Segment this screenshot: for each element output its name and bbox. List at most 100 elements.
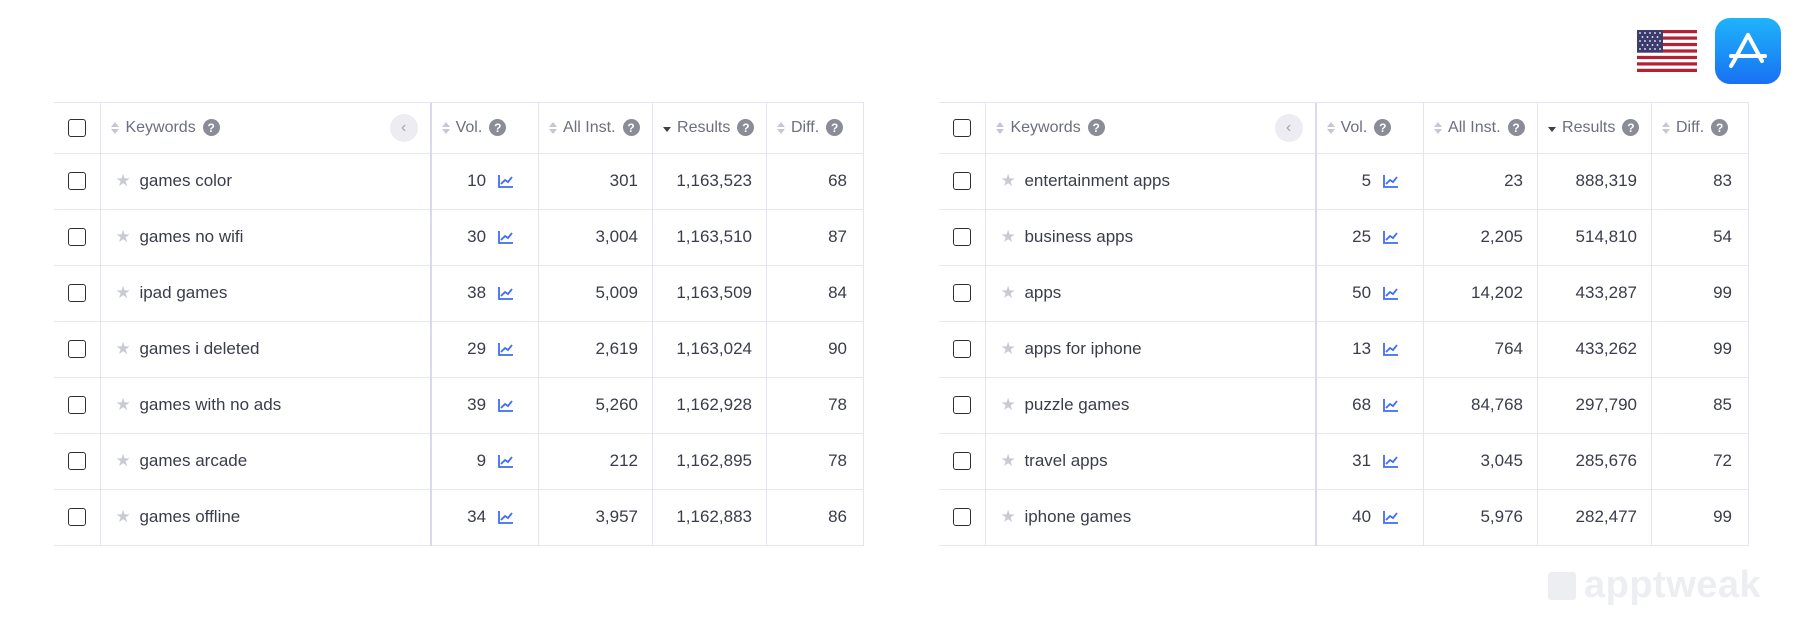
row-checkbox[interactable]	[68, 284, 87, 302]
select-all-checkbox[interactable]	[953, 118, 972, 137]
collapse-icon[interactable]: ‹	[1274, 114, 1303, 142]
results-value: 514,810	[1537, 209, 1652, 266]
star-icon[interactable]: ★	[1000, 395, 1016, 414]
row-checkbox[interactable]	[953, 396, 972, 414]
trend-chart-icon[interactable]	[1383, 398, 1399, 412]
help-icon[interactable]: ?	[737, 119, 755, 137]
apptweak-logo-icon	[1548, 571, 1576, 600]
trend-chart-icon[interactable]	[498, 510, 514, 524]
row-checkbox[interactable]	[68, 172, 87, 190]
row-checkbox[interactable]	[68, 340, 87, 358]
table-row[interactable]: ★ apps 50 14,202 433,287 99	[939, 265, 1749, 322]
row-checkbox[interactable]	[68, 452, 87, 470]
star-icon[interactable]: ★	[1000, 227, 1016, 246]
star-icon[interactable]: ★	[115, 171, 131, 190]
diff-value: 99	[1651, 321, 1749, 378]
diff-value: 83	[1651, 153, 1749, 210]
row-select-cell	[54, 265, 102, 322]
trend-chart-icon[interactable]	[498, 174, 514, 188]
trend-chart-icon[interactable]	[1383, 174, 1399, 188]
results-column-header[interactable]: Results?	[652, 103, 767, 154]
trend-chart-icon[interactable]	[498, 342, 514, 356]
row-checkbox[interactable]	[953, 284, 972, 302]
table-row[interactable]: ★ entertainment apps 5 23 888,319 83	[939, 153, 1749, 210]
table-row[interactable]: ★ games arcade 9 212 1,162,895 78	[54, 433, 864, 490]
help-icon[interactable]: ?	[1507, 119, 1525, 137]
table-row[interactable]: ★ puzzle games 68 84,768 297,790 85	[939, 377, 1749, 434]
star-icon[interactable]: ★	[115, 451, 131, 470]
help-icon[interactable]: ?	[202, 119, 220, 137]
trend-chart-icon[interactable]	[1383, 454, 1399, 468]
vol-column-header[interactable]: Vol.?	[430, 103, 540, 154]
star-icon[interactable]: ★	[115, 507, 131, 526]
trend-chart-icon[interactable]	[1383, 342, 1399, 356]
diff-value: 90	[766, 321, 864, 378]
star-icon[interactable]: ★	[1000, 507, 1016, 526]
trend-chart-icon[interactable]	[498, 454, 514, 468]
results-column-header[interactable]: Results?	[1537, 103, 1652, 154]
table-row[interactable]: ★ ipad games 38 5,009 1,163,509 84	[54, 265, 864, 322]
star-icon[interactable]: ★	[1000, 339, 1016, 358]
help-icon[interactable]: ?	[826, 119, 844, 137]
table-row[interactable]: ★ travel apps 31 3,045 285,676 72	[939, 433, 1749, 490]
row-checkbox[interactable]	[953, 172, 972, 190]
row-checkbox[interactable]	[953, 228, 972, 246]
help-icon[interactable]: ?	[622, 119, 640, 137]
help-icon[interactable]: ?	[489, 119, 507, 137]
all-inst-value: 23	[1423, 153, 1539, 210]
row-checkbox[interactable]	[953, 452, 972, 470]
all-inst-column-header[interactable]: All Inst.?	[538, 103, 654, 154]
row-checkbox[interactable]	[68, 508, 87, 526]
star-icon[interactable]: ★	[115, 227, 131, 246]
row-checkbox[interactable]	[68, 396, 87, 414]
vol-value: 40	[1352, 507, 1372, 526]
trend-chart-icon[interactable]	[1383, 230, 1399, 244]
trend-chart-icon[interactable]	[1383, 286, 1399, 300]
row-checkbox[interactable]	[68, 228, 87, 246]
trend-chart-icon[interactable]	[498, 286, 514, 300]
keyword-text: business apps	[1024, 227, 1134, 246]
keywords-column-header[interactable]: Keywords? ‹	[985, 103, 1317, 154]
keyword-cell: ★ games offline	[100, 489, 432, 546]
help-icon[interactable]: ?	[1087, 119, 1105, 137]
star-icon[interactable]: ★	[115, 339, 131, 358]
table-row[interactable]: ★ iphone games 40 5,976 282,477 99	[939, 489, 1749, 546]
star-icon[interactable]: ★	[1000, 171, 1016, 190]
star-icon[interactable]: ★	[115, 395, 131, 414]
help-icon[interactable]: ?	[1374, 119, 1392, 137]
keywords-column-header[interactable]: Keywords? ‹	[100, 103, 432, 154]
star-icon[interactable]: ★	[1000, 283, 1016, 302]
all-inst-value: 301	[538, 153, 654, 210]
vol-column-header[interactable]: Vol.?	[1315, 103, 1425, 154]
diff-column-header[interactable]: Diff.?	[766, 103, 864, 154]
help-icon[interactable]: ?	[1622, 119, 1640, 137]
keyword-cell: ★ business apps	[985, 209, 1317, 266]
results-value: 433,287	[1537, 265, 1652, 322]
table-row[interactable]: ★ games i deleted 29 2,619 1,163,024 90	[54, 321, 864, 378]
table-row[interactable]: ★ games color 10 301 1,163,523 68	[54, 153, 864, 210]
star-icon[interactable]: ★	[115, 283, 131, 302]
table-row[interactable]: ★ apps for iphone 13 764 433,262 99	[939, 321, 1749, 378]
row-checkbox[interactable]	[953, 508, 972, 526]
diff-value: 78	[766, 433, 864, 490]
diff-header-label: Diff.	[790, 118, 820, 136]
table-row[interactable]: ★ games no wifi 30 3,004 1,163,510 87	[54, 209, 864, 266]
star-icon[interactable]: ★	[1000, 451, 1016, 470]
trend-chart-icon[interactable]	[1383, 510, 1399, 524]
row-checkbox[interactable]	[953, 340, 972, 358]
help-icon[interactable]: ?	[1711, 119, 1729, 137]
collapse-icon[interactable]: ‹	[389, 114, 418, 142]
table-row[interactable]: ★ games with no ads 39 5,260 1,162,928 78	[54, 377, 864, 434]
vol-cell: 29	[430, 321, 540, 378]
table-row[interactable]: ★ business apps 25 2,205 514,810 54	[939, 209, 1749, 266]
keyword-cell: ★ apps for iphone	[985, 321, 1317, 378]
table-row[interactable]: ★ games offline 34 3,957 1,162,883 86	[54, 489, 864, 546]
all-inst-value: 5,976	[1423, 489, 1539, 546]
select-all-checkbox[interactable]	[68, 118, 87, 137]
trend-chart-icon[interactable]	[498, 230, 514, 244]
trend-chart-icon[interactable]	[498, 398, 514, 412]
vol-header-label: Vol.	[1340, 118, 1368, 136]
all-inst-header-label: All Inst.	[563, 118, 616, 136]
all-inst-column-header[interactable]: All Inst.?	[1423, 103, 1539, 154]
diff-column-header[interactable]: Diff.?	[1651, 103, 1749, 154]
